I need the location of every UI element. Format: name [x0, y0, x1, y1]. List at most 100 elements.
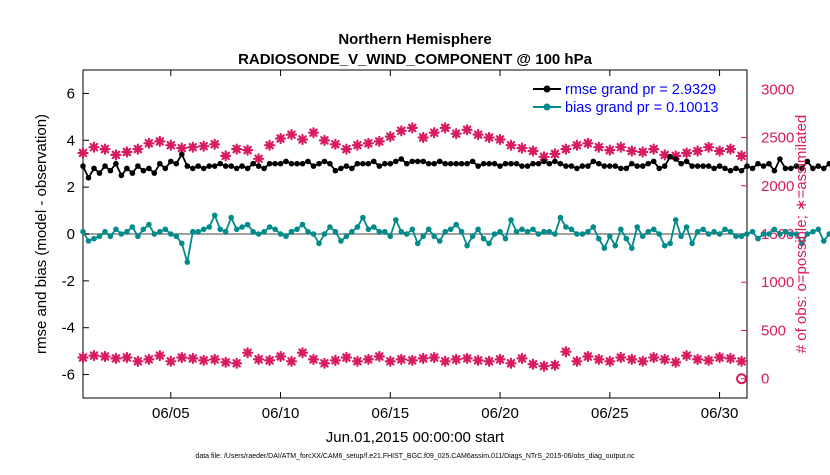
rmse-point: [239, 163, 245, 169]
y-left-tick-label: -2: [62, 273, 75, 290]
rmse-point: [102, 163, 108, 169]
obs-assimilated-point: [276, 352, 285, 361]
legend-rmse-marker: [544, 86, 551, 93]
obs-assimilated-point: [518, 354, 527, 363]
rmse-point: [591, 159, 597, 165]
bias-point: [294, 227, 300, 233]
bias-point: [442, 229, 448, 235]
obs-assimilated-point: [122, 353, 131, 362]
rmse-point: [393, 159, 399, 165]
bias-point: [464, 243, 470, 249]
rmse-point: [695, 163, 701, 169]
rmse-point: [355, 161, 361, 167]
rmse-point: [656, 166, 662, 172]
obs-assimilated-point: [155, 137, 164, 146]
obs-assimilated-point: [386, 357, 395, 366]
obs-assimilated-point: [221, 151, 230, 160]
bias-point: [739, 234, 745, 240]
rmse-point: [624, 166, 630, 172]
bias-point: [689, 241, 695, 247]
rmse-point: [602, 163, 608, 169]
rmse-point: [717, 163, 723, 169]
rmse-point: [185, 163, 191, 169]
rmse-point: [261, 166, 267, 172]
obs-assimilated-point: [682, 149, 691, 158]
rmse-point: [152, 170, 158, 176]
bias-point: [821, 238, 827, 244]
rmse-point: [311, 163, 317, 169]
rmse-point: [437, 159, 443, 165]
bias-point: [316, 241, 322, 247]
bias-point: [547, 229, 553, 235]
rmse-point: [404, 161, 410, 167]
rmse-point: [388, 161, 394, 167]
rmse-point: [563, 163, 569, 169]
rmse-point: [135, 163, 141, 169]
bias-point: [146, 222, 152, 228]
obs-assimilated-point: [79, 149, 88, 158]
bias-point: [431, 234, 437, 240]
obs-assimilated-point: [177, 144, 186, 153]
bias-point: [91, 236, 97, 242]
bias-point: [437, 238, 443, 244]
rmse-point: [574, 166, 580, 172]
rmse-point: [613, 163, 619, 169]
bias-point: [634, 224, 640, 230]
bias-point: [678, 234, 684, 240]
bias-point: [245, 222, 251, 228]
rmse-point: [410, 159, 416, 165]
obs-assimilated-point: [254, 355, 263, 364]
rmse-point: [777, 156, 783, 162]
bias-point: [530, 227, 536, 233]
x-tick-label: 06/25: [591, 405, 629, 422]
bias-point: [536, 231, 542, 237]
rmse-point: [124, 166, 130, 172]
chart-title: Northern Hemisphere: [338, 31, 491, 48]
bias-point: [338, 238, 344, 244]
obs-assimilated-point: [364, 139, 373, 148]
rmse-point: [481, 161, 487, 167]
bias-point: [157, 229, 163, 235]
rmse-point: [322, 159, 328, 165]
bias-point: [217, 227, 223, 233]
bias-point: [124, 229, 130, 235]
rmse-point: [766, 161, 772, 167]
bias-point: [541, 229, 547, 235]
obs-assimilated-point: [188, 143, 197, 152]
bias-point: [289, 229, 295, 235]
rmse-point: [541, 159, 547, 165]
y-right-tick-label: 1000: [761, 274, 794, 291]
rmse-point: [426, 161, 432, 167]
rmse-point: [174, 161, 180, 167]
bias-point: [744, 231, 750, 237]
bias-point: [662, 243, 668, 249]
obs-assimilated-point: [529, 147, 538, 156]
obs-assimilated-point: [386, 132, 395, 141]
bias-point: [525, 229, 531, 235]
bias-point: [624, 236, 630, 242]
obs-assimilated-point: [638, 148, 647, 157]
rmse-point: [108, 168, 114, 174]
rmse-point: [382, 161, 388, 167]
bias-point: [519, 227, 525, 233]
bias-point: [272, 227, 278, 233]
obs-assimilated-point: [342, 145, 351, 154]
bias-point: [300, 222, 306, 228]
rmse-point: [399, 156, 405, 162]
bias-point: [772, 227, 778, 233]
obs-assimilated-point: [430, 353, 439, 362]
bias-point: [700, 227, 706, 233]
bias-point: [684, 224, 690, 230]
rmse-point: [755, 161, 761, 167]
y-left-tick-label: 6: [67, 85, 75, 102]
rmse-point: [316, 161, 322, 167]
obs-assimilated-point: [616, 353, 625, 362]
rmse-point: [706, 163, 712, 169]
obs-assimilated-point: [122, 148, 131, 157]
obs-assimilated-point: [265, 141, 274, 150]
bias-point: [267, 224, 273, 230]
bias-point: [399, 229, 405, 235]
rmse-point: [420, 159, 426, 165]
y-right-tick-label: 3000: [761, 81, 794, 98]
